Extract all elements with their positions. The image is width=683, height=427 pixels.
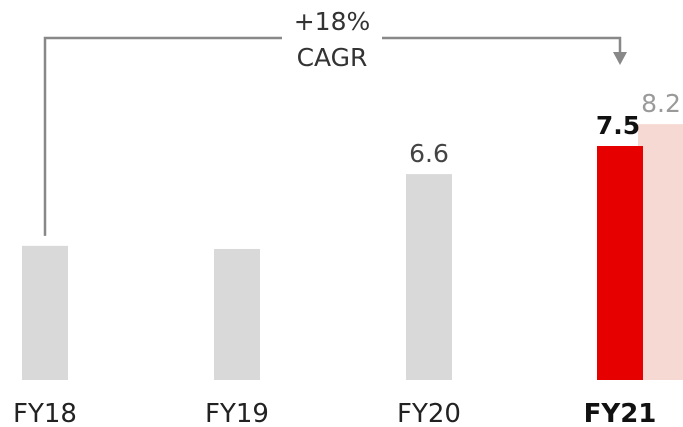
cagr-text-label: CAGR bbox=[297, 43, 368, 72]
bar-fy21-secondary bbox=[638, 124, 683, 380]
value-label-fy20: 6.6 bbox=[409, 139, 449, 168]
value-label-fy21-secondary: 8.2 bbox=[641, 89, 681, 118]
cagr-arrow-icon bbox=[613, 52, 627, 65]
cagr-connector-line bbox=[43, 36, 282, 236]
category-label-fy19: FY19 bbox=[205, 399, 269, 427]
bar-fy21 bbox=[597, 146, 643, 380]
bars-group bbox=[22, 124, 683, 380]
category-label-fy18: FY18 bbox=[13, 399, 77, 427]
category-labels-group: FY18 FY19 FY20 FY21 bbox=[13, 399, 656, 427]
cagr-percent-label: +18% bbox=[294, 7, 371, 36]
bar-fy18 bbox=[22, 245, 68, 380]
value-labels-group: 6.6 7.58.2 bbox=[409, 89, 681, 168]
bar-fy20 bbox=[406, 174, 452, 380]
category-label-fy21: FY21 bbox=[584, 399, 657, 427]
bar-fy19 bbox=[214, 248, 260, 380]
cagr-connector-line-right bbox=[382, 36, 622, 52]
category-label-fy20: FY20 bbox=[397, 399, 461, 427]
value-label-fy21: 7.5 bbox=[596, 111, 640, 140]
